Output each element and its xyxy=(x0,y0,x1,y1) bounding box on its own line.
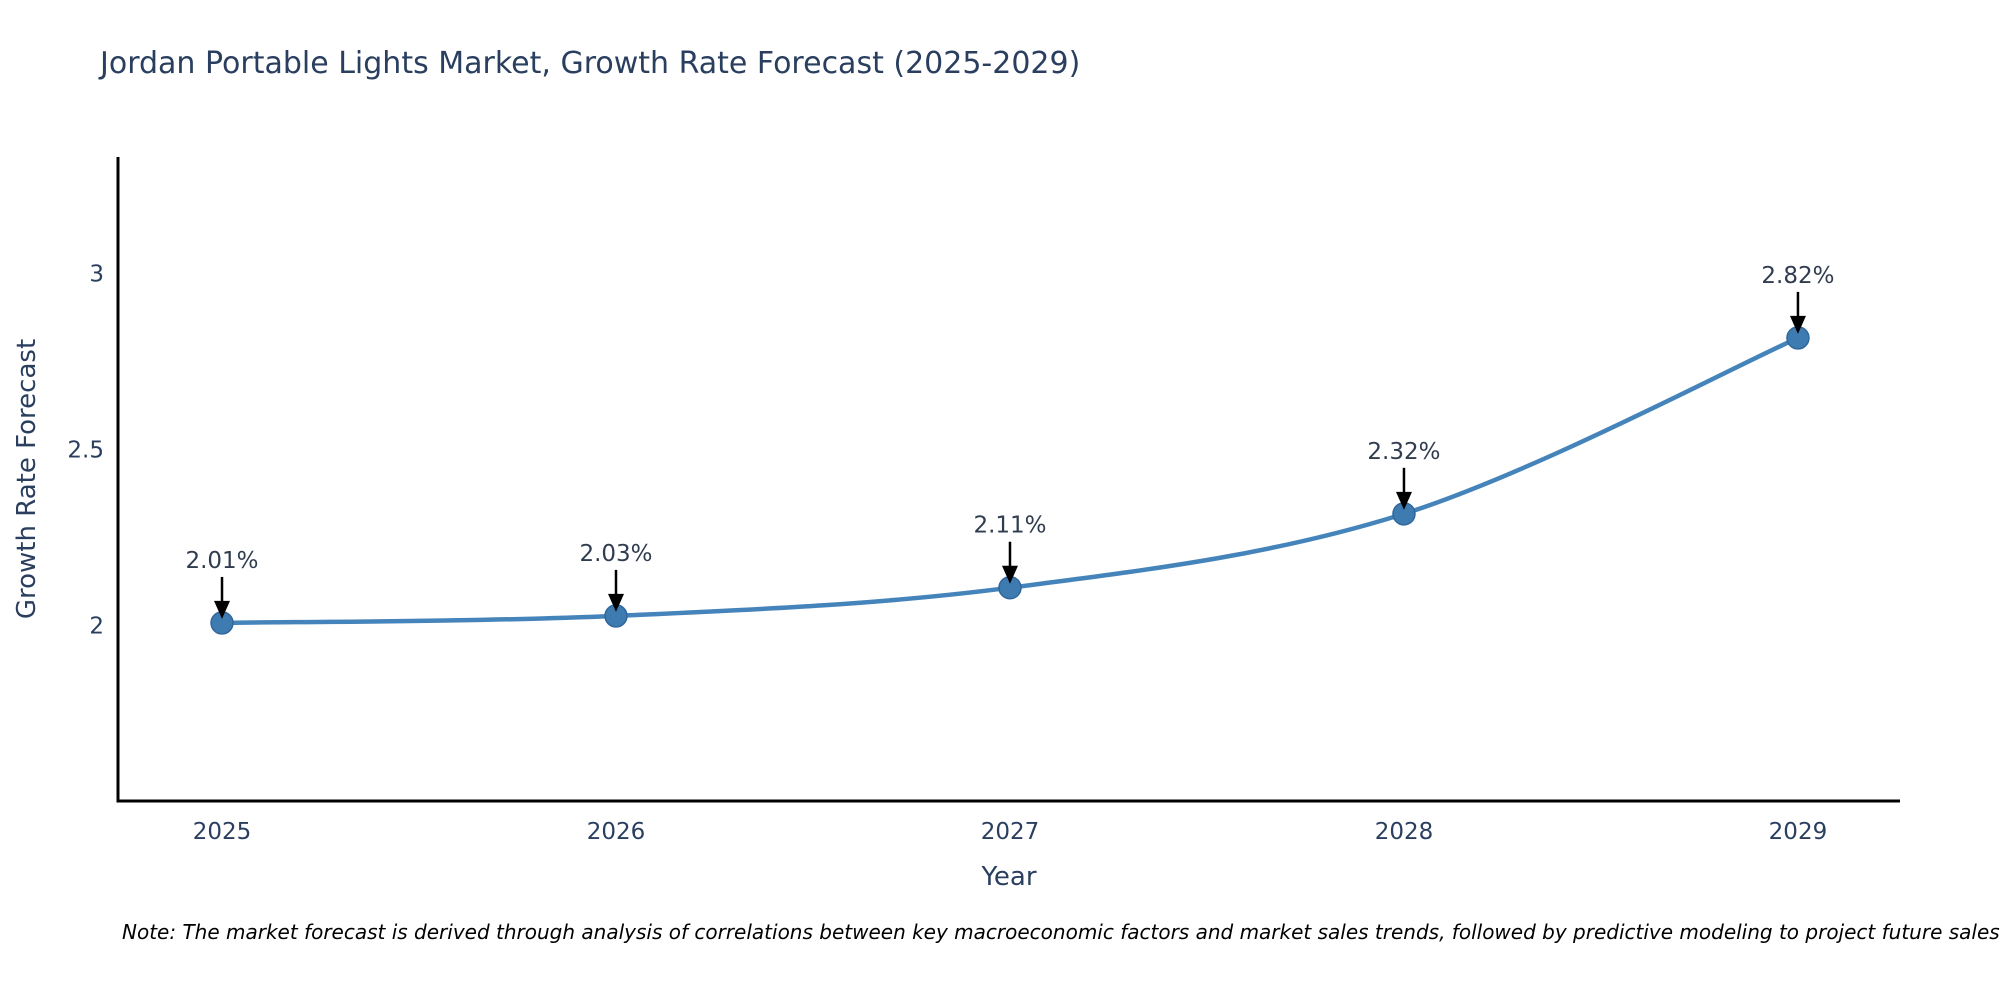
data-point-label: 2.01% xyxy=(185,548,258,574)
x-tick-label: 2028 xyxy=(1375,819,1434,845)
x-tick-label: 2025 xyxy=(193,819,252,845)
data-point-label: 2.82% xyxy=(1761,263,1834,289)
data-point-label: 2.11% xyxy=(973,513,1046,539)
y-tick-label: 2 xyxy=(89,613,104,639)
annotation-arrowhead xyxy=(607,593,624,612)
footnote: Note: The market forecast is derived thr… xyxy=(122,920,2000,944)
x-tick-label: 2026 xyxy=(587,819,646,845)
annotation-arrowhead xyxy=(1395,491,1412,510)
annotation-arrowhead xyxy=(214,600,231,619)
x-axis-title: Year xyxy=(980,862,1036,892)
annotation-arrowhead xyxy=(1789,315,1806,334)
x-tick-label: 2027 xyxy=(981,819,1040,845)
y-tick-label: 2.5 xyxy=(67,437,104,463)
data-point-label: 2.32% xyxy=(1367,439,1440,465)
y-tick-label: 3 xyxy=(89,262,104,288)
data-point-label: 2.03% xyxy=(579,541,652,567)
chart-title: Jordan Portable Lights Market, Growth Ra… xyxy=(100,46,1081,81)
annotation-arrowhead xyxy=(1001,565,1018,584)
y-axis-title: Growth Rate Forecast xyxy=(12,339,42,619)
x-tick-label: 2029 xyxy=(1769,819,1828,845)
